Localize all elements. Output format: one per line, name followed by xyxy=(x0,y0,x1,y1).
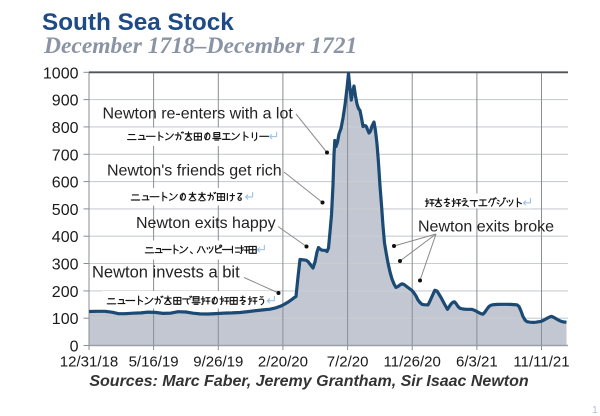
svg-text:600: 600 xyxy=(52,175,79,192)
svg-text:6/3/21: 6/3/21 xyxy=(456,353,498,370)
svg-text:9/26/19: 9/26/19 xyxy=(193,353,243,370)
svg-text:0: 0 xyxy=(70,339,79,356)
svg-text:900: 900 xyxy=(52,93,79,110)
svg-text:300: 300 xyxy=(52,257,79,274)
svg-text:Newton re-enters with a lot: Newton re-enters with a lot xyxy=(103,106,294,123)
svg-text:7/2/20: 7/2/20 xyxy=(327,353,369,370)
svg-text:Newton invests a bit: Newton invests a bit xyxy=(92,264,240,282)
svg-text:5/16/19: 5/16/19 xyxy=(129,353,179,370)
svg-text:11/26/20: 11/26/20 xyxy=(384,353,441,370)
svg-text:12/31/18: 12/31/18 xyxy=(60,353,118,370)
svg-text:1000: 1000 xyxy=(43,65,79,82)
svg-text:100: 100 xyxy=(52,311,79,328)
svg-text:700: 700 xyxy=(52,147,79,164)
svg-text:400: 400 xyxy=(52,229,79,246)
svg-text:Newton exits happy: Newton exits happy xyxy=(136,215,276,232)
svg-text:Newton exits broke: Newton exits broke xyxy=(418,219,554,236)
svg-text:500: 500 xyxy=(52,202,79,219)
svg-text:Newton's friends get rich: Newton's friends get rich xyxy=(107,163,282,180)
svg-text:11/11/21: 11/11/21 xyxy=(513,353,569,370)
svg-text:800: 800 xyxy=(52,120,79,137)
svg-text:2/20/20: 2/20/20 xyxy=(258,353,308,370)
svg-text:200: 200 xyxy=(52,284,79,301)
